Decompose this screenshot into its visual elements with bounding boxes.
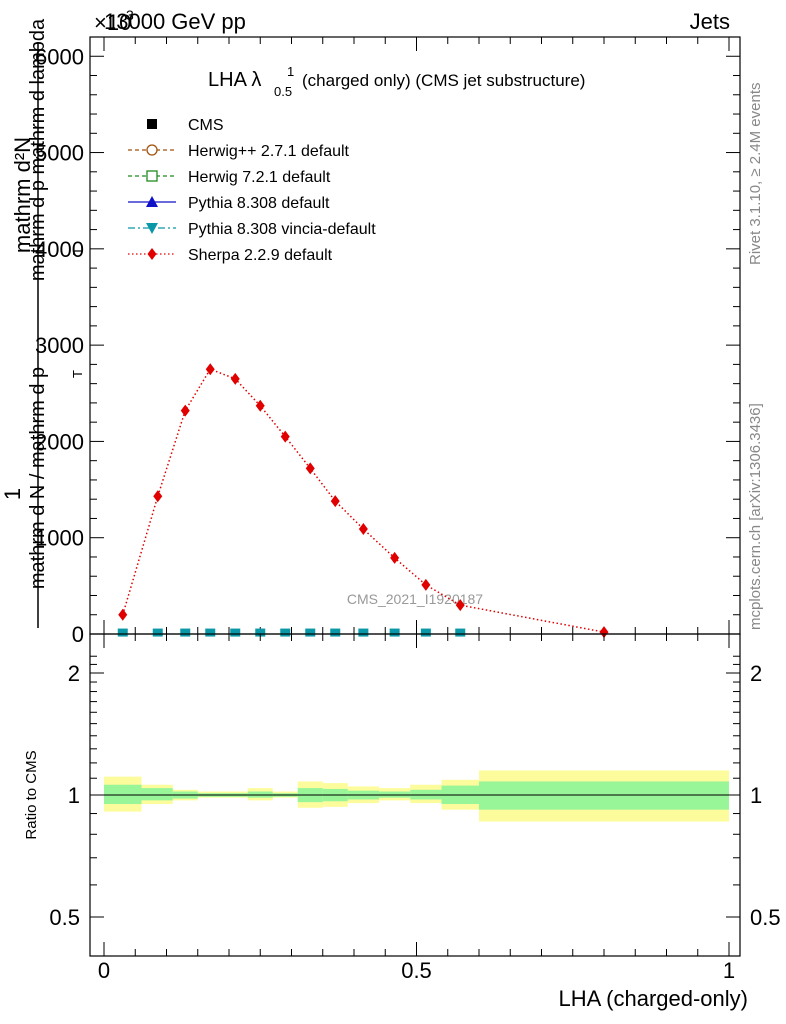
main-x-ticks <box>103 37 730 634</box>
ratio-plot-panel: 0.5 0.51 12 2 0 0.5 1 Ratio to CMS LHA (charg… <box>23 633 781 1011</box>
main-series <box>117 363 609 639</box>
legend-label: Pythia 8.308 default <box>188 195 330 212</box>
energy-label: 13000 GeV pp <box>104 9 246 34</box>
vincia-point <box>117 628 128 637</box>
sherpa-point <box>330 495 340 508</box>
title-sub: 0.5 <box>274 84 292 99</box>
process-label: Jets <box>690 9 730 34</box>
legend: CMS Herwig++ 2.7.1 default Herwig 7.2.1 de… <box>128 117 376 264</box>
sherpa-point <box>599 626 609 639</box>
sherpa-point <box>230 372 240 385</box>
ratio-stat-band <box>479 781 729 810</box>
title-sup: 1 <box>287 64 294 79</box>
ylabel-denominator: mathrm d N / mathrm d p <box>27 367 49 589</box>
vincia-point <box>420 628 431 637</box>
ratio-y-tick-label: 0.5 <box>49 905 80 930</box>
ratio-y-ticks: 0.5 0.5 1 1 2 2 <box>49 655 781 930</box>
legend-label: Sherpa 2.2.9 default <box>188 247 333 264</box>
ylabel-denominator-sub: T <box>70 370 85 378</box>
x-tick-label: 0 <box>98 958 110 983</box>
vincia-point <box>455 628 466 637</box>
sherpa-point <box>153 490 163 503</box>
legend-item: Sherpa 2.2.9 default <box>128 247 333 264</box>
ratio-y-tick-label-right: 0.5 <box>750 905 781 930</box>
title-suffix: (charged only) (CMS jet substructure) <box>302 71 585 90</box>
main-plot-panel: 0 1000 2000 3000 4000 5000 6000 CMS_2021_I1920… <box>35 36 741 647</box>
ratio-ylabel: Ratio to CMS <box>23 750 40 839</box>
vincia-point <box>230 628 241 637</box>
plot-title: LHA λ 1 0.5 (charged only) (CMS jet subs… <box>208 64 585 99</box>
legend-item: Herwig++ 2.7.1 default <box>128 143 350 160</box>
legend-marker <box>146 144 158 156</box>
y-tick-label: 2000 <box>35 429 84 454</box>
vincia-point <box>305 628 316 637</box>
vincia-point <box>255 628 266 637</box>
y-tick-label: 3000 <box>35 333 84 358</box>
ratio-xlabel: LHA (charged-only) <box>558 986 748 1011</box>
legend-item: Pythia 8.308 vincia-default <box>128 221 376 238</box>
main-y-ticks: 0 1000 2000 3000 4000 5000 6000 <box>35 36 740 647</box>
y-tick-label: 1000 <box>35 526 84 551</box>
sherpa-point <box>421 578 431 591</box>
ylabel-numerator-sub: T <box>70 247 85 255</box>
ratio-stat-band <box>141 788 173 801</box>
ratio-bands <box>104 770 729 822</box>
legend-marker <box>146 196 158 207</box>
legend-item: Herwig 7.2.1 default <box>128 169 331 186</box>
y-tick-label: 5000 <box>35 141 84 166</box>
legend-label: Herwig 7.2.1 default <box>188 169 331 186</box>
sherpa-point <box>180 404 190 417</box>
legend-marker <box>146 223 158 234</box>
rivet-label: Rivet 3.1.10, ≥ 2.4M events <box>747 83 764 266</box>
vincia-point <box>358 628 369 637</box>
sherpa-point <box>280 430 290 443</box>
watermark: CMS_2021_I1920187 <box>347 591 483 607</box>
ratio-y-tick-label-right: 2 <box>750 661 762 686</box>
ratio-y-tick-label-right: 1 <box>750 783 762 808</box>
x-tick-label: 0.5 <box>401 958 432 983</box>
legend-item: CMS <box>147 117 224 134</box>
ylabel-top: 1 <box>0 488 25 500</box>
vincia-point <box>152 628 163 637</box>
vincia-point <box>180 628 191 637</box>
sherpa-point <box>358 523 368 536</box>
sherpa-point <box>455 599 465 612</box>
sherpa-point <box>305 462 315 475</box>
ratio-y-tick-label: 2 <box>68 661 80 686</box>
legend-marker <box>146 170 158 182</box>
exponent-label: ×10 <box>94 10 131 35</box>
legend-marker <box>147 248 157 260</box>
ylabel-numerator: mathrm d²N <box>10 137 35 253</box>
sherpa-point <box>118 608 128 621</box>
sherpa-point <box>205 363 215 376</box>
legend-item: Pythia 8.308 default <box>128 195 330 212</box>
exponent-power: 3 <box>126 7 134 23</box>
y-tick-label: 0 <box>72 622 84 647</box>
legend-marker <box>147 119 157 129</box>
legend-label: CMS <box>188 117 224 134</box>
sherpa-line <box>122 368 605 633</box>
vincia-point <box>205 628 216 637</box>
y-tick-label: 6000 <box>35 44 84 69</box>
vincia-point <box>280 628 291 637</box>
x-tick-label: 1 <box>723 958 735 983</box>
vincia-point <box>389 628 400 637</box>
sherpa-point <box>255 399 265 412</box>
ratio-x-ticks: 0 0.5 1 <box>98 634 735 983</box>
vincia-point <box>330 628 341 637</box>
legend-label: Pythia 8.308 vincia-default <box>188 221 376 238</box>
main-ylabel: 1 mathrm d²N mathrm d p mathrm d lambda … <box>0 18 85 628</box>
mcplots-label: mcplots.cern.ch [arXiv:1306.3436] <box>747 403 764 630</box>
sherpa-point <box>390 551 400 564</box>
ratio-y-tick-label: 1 <box>68 783 80 808</box>
ratio-stat-band <box>104 784 142 805</box>
legend-label: Herwig++ 2.7.1 default <box>188 143 350 160</box>
y-tick-label: 4000 <box>35 237 84 262</box>
title-main: LHA λ <box>208 69 261 91</box>
